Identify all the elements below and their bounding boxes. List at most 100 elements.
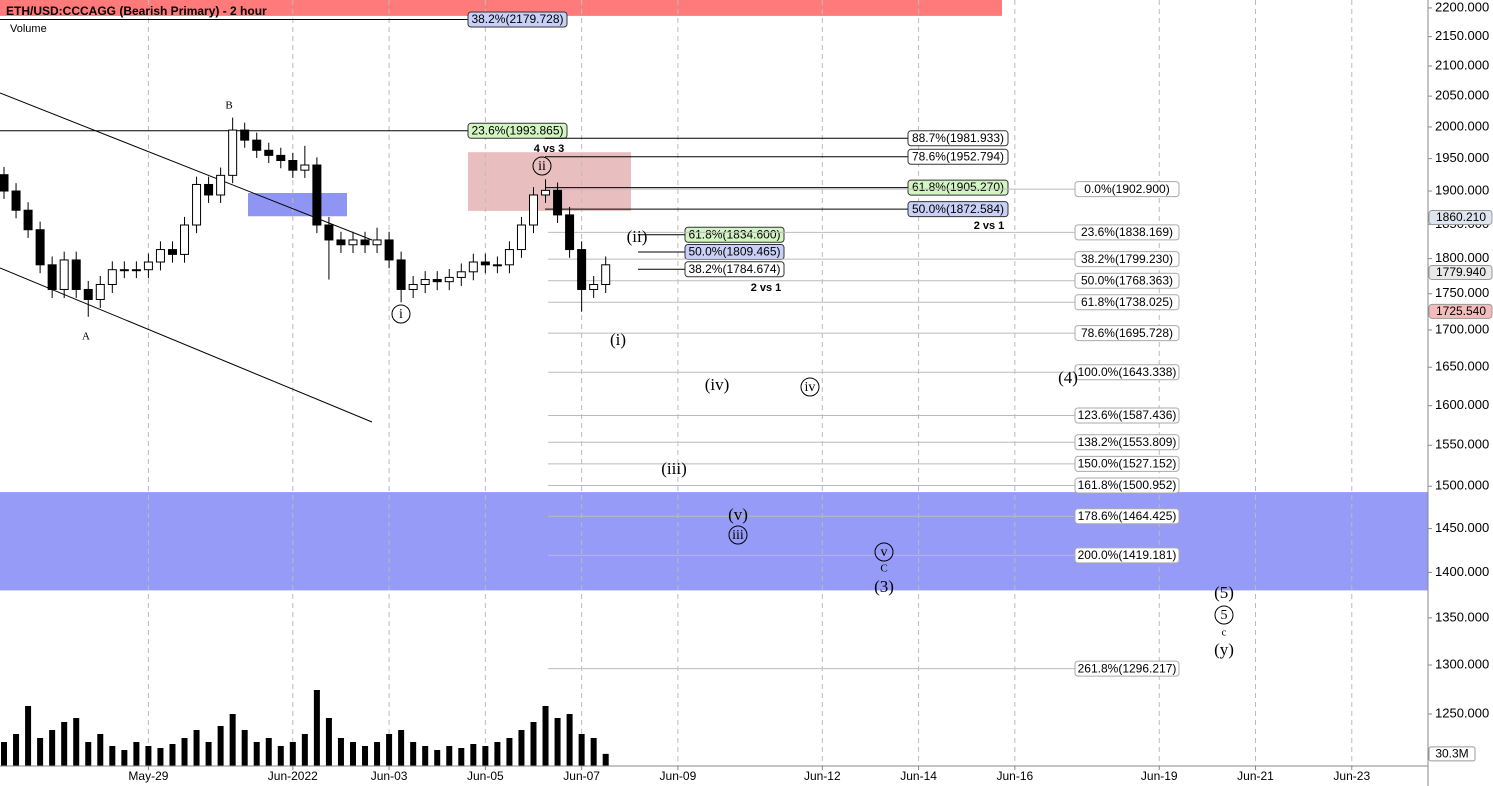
candle-body: [240, 129, 250, 141]
fib-label: 161.8%(1500.952): [1078, 478, 1177, 492]
fib-label: 138.2%(1553.809): [1078, 435, 1177, 449]
candle-body: [23, 209, 33, 231]
candle-body: [504, 249, 514, 266]
wave-label: i: [399, 307, 403, 322]
volume-bar: [97, 734, 104, 766]
volume-bar: [277, 746, 284, 766]
wave-label: (iii): [661, 459, 687, 478]
volume-bar: [386, 734, 393, 766]
volume-tag: [1428, 746, 1476, 762]
candle-body: [360, 239, 370, 246]
fib-label: 61.8%(1738.025): [1081, 295, 1173, 309]
volume-bar: [446, 746, 453, 766]
candle-body: [288, 160, 298, 171]
volume-bar: [337, 738, 344, 766]
candle-body: [119, 269, 129, 272]
fib-levels: 38.2%(2179.728) 23.6%(1993.865) 88.7%(1981…: [0, 11, 1180, 677]
candle-body: [107, 269, 117, 285]
fib-label: 50.0%(1809.465): [688, 245, 780, 259]
x-tick-label: Jun-19: [1141, 769, 1178, 783]
fib-label: 61.8%(1834.600): [688, 227, 780, 241]
wave-label: (ii): [627, 227, 648, 246]
volume-bar: [313, 690, 320, 766]
volume-bar: [494, 742, 501, 766]
y-tick-label: 2000.000: [1435, 118, 1489, 133]
zone: [0, 492, 1428, 591]
zones: [0, 0, 1428, 591]
annotation: 4 vs 3: [534, 143, 565, 155]
volume-bar: [217, 726, 224, 766]
candle-body: [384, 239, 394, 261]
fib-box: [1074, 547, 1180, 564]
fib-box: [1074, 455, 1180, 472]
volume-bar: [434, 750, 441, 766]
fib-box: [684, 226, 785, 243]
fib-box: [1074, 364, 1180, 381]
volume-bar: [205, 742, 212, 766]
fib-box: [1074, 660, 1180, 677]
candle-body: [528, 194, 538, 226]
fib-box: [907, 201, 1009, 218]
candle-body: [565, 214, 575, 251]
volume-bar: [73, 718, 80, 766]
price-tag-label: 1779.940: [1436, 265, 1486, 279]
wave-label: (i): [610, 330, 626, 349]
volume-bar: [289, 742, 296, 766]
volume-bar: [602, 753, 609, 766]
wave-label: (iv): [705, 375, 730, 394]
fib-box: [1074, 181, 1180, 198]
y-tick-label: 1600.000: [1435, 397, 1489, 412]
candle-body: [553, 189, 563, 216]
candle-body: [420, 279, 430, 285]
fib-box: [1074, 325, 1180, 342]
volume-bar: [85, 742, 92, 766]
candle-body: [601, 264, 611, 285]
candle-body: [95, 283, 105, 300]
candle-body: [444, 276, 454, 283]
candle-body: [541, 189, 551, 196]
volume-bar: [470, 744, 477, 766]
volume-bar: [590, 738, 597, 766]
trendline: [0, 267, 373, 423]
volume-bar: [362, 746, 369, 766]
wave-circle: [1214, 605, 1234, 625]
y-tick-label: 1450.000: [1435, 520, 1489, 535]
candle-body: [432, 279, 442, 283]
price-tag: [1428, 209, 1493, 225]
volume-bar: [61, 722, 68, 766]
price-tag-label: 1860.210: [1436, 210, 1486, 224]
fib-label: 261.8%(1296.217): [1078, 661, 1177, 675]
x-tick-label: Jun-12: [804, 769, 841, 783]
volume-bar: [181, 738, 188, 766]
candle-body: [300, 164, 310, 171]
fib-box: [467, 122, 568, 139]
volume-bar: [542, 706, 549, 766]
volume-bar: [13, 734, 20, 766]
wave-label: iii: [732, 528, 744, 543]
fib-label: 38.2%(2179.728): [471, 12, 563, 26]
x-tick-label: Jun-2022: [268, 769, 318, 783]
volume-bar: [109, 746, 116, 766]
candle-body: [312, 164, 322, 226]
y-tick-label: 1800.000: [1435, 250, 1489, 265]
volume-bar: [121, 750, 128, 766]
axes: May-29 Jun-2022 Jun-03 Jun-05 Jun-07 Jun-09 Ju…: [128, 0, 1493, 783]
candle-body: [348, 239, 358, 246]
candle-body: [71, 259, 81, 290]
candle-body: [492, 264, 502, 267]
candle-body: [155, 249, 165, 263]
wave-circle: [874, 542, 894, 562]
wave-label: iv: [805, 380, 816, 395]
fib-box: [1074, 224, 1180, 241]
volume-bar: [410, 742, 417, 766]
fib-label: 23.6%(1993.865): [471, 123, 563, 137]
volume-bars: [1, 690, 609, 766]
fib-label: 38.2%(1799.230): [1081, 252, 1173, 266]
trendline: [0, 92, 373, 241]
annotation: 2 vs 1: [751, 282, 782, 294]
wave-label: C: [880, 563, 887, 575]
fib-label: 50.0%(1872.584): [912, 202, 1004, 216]
candle-body: [228, 129, 238, 176]
